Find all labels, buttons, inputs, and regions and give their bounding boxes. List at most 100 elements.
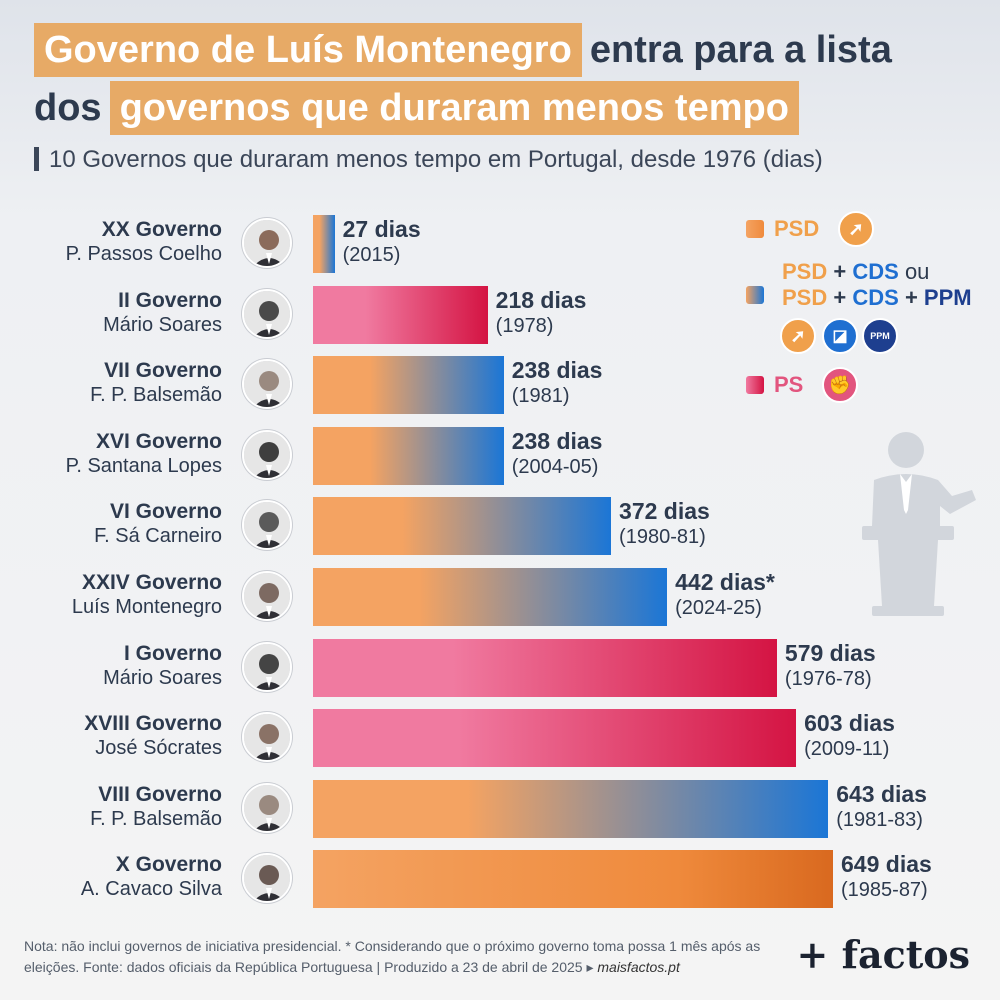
days-label: 238 dias	[511, 428, 603, 454]
government-name: I Governo	[123, 642, 222, 665]
days-label: 238 dias	[511, 357, 603, 383]
title-highlight-1: Governo de Luís Montenegro	[34, 23, 582, 77]
cds-icon: ◪	[822, 318, 858, 354]
legend-label-coalition-line2: PSD + CDS + PPM	[782, 285, 972, 310]
brand-logo: + factos	[796, 932, 970, 977]
value-label: 238 dias (1981)	[512, 357, 603, 409]
portrait-avatar	[242, 853, 292, 903]
prime-minister-name: Mário Soares	[103, 667, 222, 689]
title-line-1: Governo de Luís Montenegro entra para a …	[34, 22, 900, 78]
prime-minister-name: Mário Soares	[103, 314, 222, 336]
years-label: (2015)	[342, 244, 401, 266]
prime-minister-name: P. Santana Lopes	[65, 455, 222, 477]
government-name: II Governo	[118, 289, 222, 312]
legend-swatch-ps	[746, 376, 764, 394]
portrait-avatar	[242, 783, 292, 833]
government-name: VIII Governo	[98, 783, 222, 806]
years-label: (1976-78)	[784, 668, 872, 690]
government-label: XVIII Governo José Sócrates	[30, 711, 222, 761]
bar	[313, 850, 833, 908]
prime-minister-name: F. Sá Carneiro	[94, 525, 222, 547]
value-label: 579 dias (1976-78)	[785, 640, 876, 692]
portrait-avatar	[242, 500, 292, 550]
prime-minister-name: P. Passos Coelho	[65, 243, 222, 265]
value-label: 643 dias (1981-83)	[836, 781, 927, 833]
portrait-avatar	[242, 712, 292, 762]
value-label: 372 dias (1980-81)	[619, 498, 710, 550]
days-label: 218 dias	[495, 287, 587, 313]
portrait-avatar	[242, 571, 292, 621]
days-label: 27 dias	[342, 216, 421, 242]
years-label: (2004-05)	[511, 456, 599, 478]
days-label: 649 dias	[841, 851, 932, 877]
government-name: VI Governo	[109, 500, 222, 523]
prime-minister-name: Luís Montenegro	[71, 596, 222, 618]
government-label: XXIV Governo Luís Montenegro	[30, 570, 222, 620]
portrait-avatar	[242, 642, 292, 692]
years-label: (1978)	[495, 315, 554, 337]
ps-fist-icon: ✊	[822, 367, 858, 403]
title-plain-2: dos	[34, 87, 102, 129]
bar	[313, 639, 777, 697]
value-label: 603 dias (2009-11)	[804, 710, 895, 762]
legend-label-psd: PSD	[774, 216, 820, 241]
bar	[313, 215, 335, 273]
government-name: XXIV Governo	[81, 571, 222, 594]
days-label: 643 dias	[836, 781, 927, 807]
government-name: X Governo	[115, 853, 222, 876]
footnote-text: Nota: não inclui governos de iniciativa …	[24, 938, 761, 975]
days-label: 372 dias	[619, 498, 710, 524]
legend-psd: PSD	[746, 216, 819, 242]
subtitle-marker	[34, 147, 39, 171]
value-label: 649 dias (1985-87)	[841, 851, 932, 903]
bar	[313, 286, 488, 344]
government-name: XX Governo	[101, 218, 222, 241]
prime-minister-name: F. P. Balsemão	[90, 384, 222, 406]
title-line-2: dos governos que duraram menos tempo	[26, 80, 799, 136]
portrait-avatar	[242, 218, 292, 268]
years-label: (2024-25)	[675, 597, 762, 619]
legend-ps: PS	[746, 372, 803, 398]
footnote-link[interactable]: maisfactos.pt	[597, 959, 680, 975]
bar	[313, 427, 504, 485]
title-plain-1: entra para a lista	[589, 29, 892, 71]
legend-label-ps: PS	[774, 372, 804, 397]
value-label: 27 dias (2015)	[343, 216, 421, 268]
years-label: (2009-11)	[804, 738, 890, 760]
government-name: XVI Governo	[95, 430, 222, 453]
ppm-icon: PPM	[862, 318, 898, 354]
footnote: Nota: não inclui governos de iniciativa …	[24, 936, 784, 978]
legend-swatch-coalition	[746, 286, 764, 304]
government-name: XVIII Governo	[84, 712, 222, 735]
legend-label-coalition-line1: PSD + CDS ou	[782, 259, 930, 284]
bar	[313, 709, 797, 767]
years-label: (1980-81)	[619, 526, 706, 548]
government-label: VIII Governo F. P. Balsemão	[30, 782, 222, 832]
subtitle-text: 10 Governos que duraram menos tempo em P…	[49, 146, 823, 173]
government-name: VII Governo	[104, 359, 222, 382]
legend-coalition	[746, 286, 764, 304]
speaker-podium-icon	[862, 432, 976, 616]
government-label: VII Governo F. P. Balsemão	[30, 358, 222, 408]
government-label: II Governo Mário Soares	[30, 288, 222, 338]
years-label: (1985-87)	[841, 879, 928, 901]
bar	[313, 497, 612, 555]
years-label: (1981)	[511, 385, 570, 407]
title-highlight-2: governos que duraram menos tempo	[109, 81, 799, 135]
value-label: 442 dias* (2024-25)	[675, 569, 775, 621]
bar	[313, 780, 829, 838]
government-label: XX Governo P. Passos Coelho	[30, 217, 222, 267]
subtitle: 10 Governos que duraram menos tempo em P…	[34, 146, 823, 174]
portrait-avatar	[242, 430, 292, 480]
years-label: (1981-83)	[836, 809, 923, 831]
prime-minister-name: José Sócrates	[95, 737, 222, 759]
value-label: 218 dias (1978)	[496, 287, 587, 339]
portrait-avatar	[242, 289, 292, 339]
government-label: I Governo Mário Soares	[30, 641, 222, 691]
psd-arrow-icon: ➚	[838, 211, 874, 247]
portrait-avatar	[242, 359, 292, 409]
prime-minister-name: A. Cavaco Silva	[80, 878, 222, 900]
psd-arrow-icon: ➚	[780, 318, 816, 354]
bar	[313, 568, 668, 626]
prime-minister-name: F. P. Balsemão	[90, 808, 222, 830]
